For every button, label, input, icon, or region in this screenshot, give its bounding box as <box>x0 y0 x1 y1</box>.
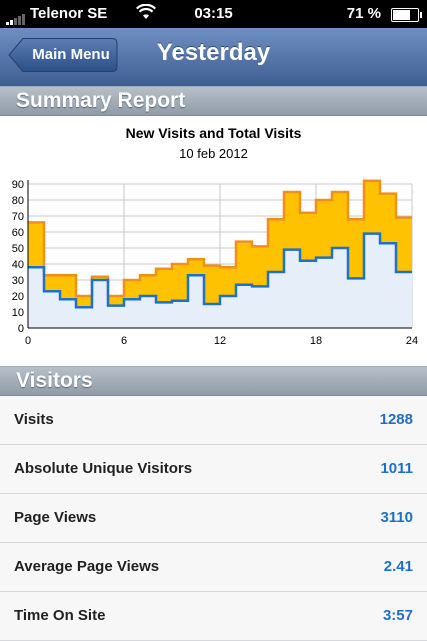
y-tick-label: 90 <box>12 179 24 191</box>
visitors-header: Visitors <box>0 366 427 396</box>
x-tick-label: 6 <box>121 335 127 347</box>
clock: 03:15 <box>194 5 233 22</box>
row-value: 3110 <box>380 509 413 526</box>
x-tick-label: 24 <box>406 335 418 347</box>
navigation-bar: Main Menu Yesterday <box>0 28 427 87</box>
total-visits-line <box>28 179 412 298</box>
visits-chart: New Visits and Total Visits 10 feb 2012 … <box>0 116 427 366</box>
y-tick-label: 20 <box>12 291 24 303</box>
x-tick-label: 12 <box>214 335 226 347</box>
page-title: Yesterday <box>156 39 271 66</box>
list-item-time-on-site: Time On Site 3:57 <box>0 592 427 641</box>
y-tick-label: 80 <box>12 195 24 207</box>
chart-title: New Visits and Total Visits <box>125 125 302 141</box>
row-value: 1011 <box>380 460 413 477</box>
main-menu-button-label: Main Menu <box>32 46 110 63</box>
summary-report-header: Summary Report <box>0 86 427 116</box>
list-item-page-views: Page Views 3110 <box>0 494 427 543</box>
battery-icon <box>391 8 422 22</box>
chart-subtitle: 10 feb 2012 <box>179 146 248 161</box>
list-item-unique-visitors: Absolute Unique Visitors 1011 <box>0 445 427 494</box>
row-label: Absolute Unique Visitors <box>14 460 193 477</box>
y-tick-label: 40 <box>12 259 24 271</box>
y-tick-label: 30 <box>12 275 24 287</box>
row-value: 1288 <box>379 411 413 428</box>
row-label: Time On Site <box>14 607 106 624</box>
row-value: 2.41 <box>383 558 413 575</box>
row-label: Visits <box>14 411 54 428</box>
x-tick-label: 18 <box>310 335 322 347</box>
visitors-label: Visitors <box>16 369 93 392</box>
row-label: Average Page Views <box>14 558 160 575</box>
main-menu-back-button[interactable]: Main Menu <box>8 37 118 73</box>
row-label: Page Views <box>14 509 97 526</box>
carrier-name: Telenor SE <box>30 5 108 22</box>
x-tick-label: 0 <box>25 335 31 347</box>
y-tick-label: 0 <box>18 323 24 335</box>
chart-canvas: 0 10 20 30 40 50 60 70 80 90 0 6 12 18 24 <box>12 179 418 347</box>
battery-percentage: 71 % <box>346 5 381 22</box>
status-bar: Telenor SE 03:15 71 % <box>0 0 427 28</box>
list-item-visits: Visits 1288 <box>0 396 427 445</box>
wifi-icon <box>136 3 156 24</box>
list-item-average-page-views: Average Page Views 2.41 <box>0 543 427 592</box>
row-value: 3:57 <box>382 607 413 624</box>
y-tick-label: 60 <box>12 227 24 239</box>
summary-report-label: Summary Report <box>16 89 186 112</box>
visitors-list: Visits 1288 Absolute Unique Visitors 101… <box>0 396 427 641</box>
signal-strength-icon <box>6 8 26 25</box>
y-tick-label: 70 <box>12 211 24 223</box>
new-visits-line <box>28 232 412 309</box>
y-tick-label: 10 <box>12 307 24 319</box>
y-tick-label: 50 <box>12 243 24 255</box>
